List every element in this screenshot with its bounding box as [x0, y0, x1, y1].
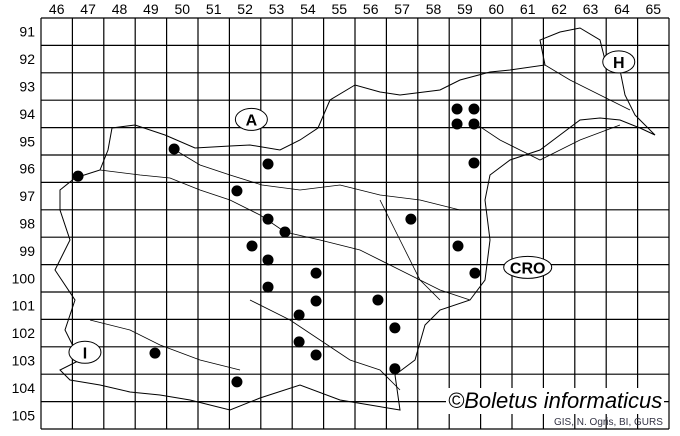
- occurrence-dot: [246, 240, 258, 252]
- column-label: 51: [206, 1, 222, 17]
- occurrence-dots: [72, 103, 481, 388]
- occurrence-dot: [231, 376, 243, 388]
- occurrence-dot: [262, 281, 274, 293]
- country-label: CRO: [510, 260, 546, 277]
- country-label: H: [613, 55, 625, 72]
- column-label: 47: [80, 1, 96, 17]
- row-label: 101: [12, 298, 36, 314]
- occurrence-dot: [168, 143, 180, 155]
- occurrence-dot: [231, 185, 243, 197]
- occurrence-dot: [310, 267, 322, 279]
- row-label: 96: [19, 161, 35, 177]
- column-label: 60: [489, 1, 505, 17]
- occurrence-dot: [262, 254, 274, 266]
- occurrence-dot: [405, 213, 417, 225]
- occurrence-dot: [468, 157, 480, 169]
- row-label: 94: [19, 106, 35, 122]
- column-label: 57: [394, 1, 410, 17]
- column-label: 53: [269, 1, 285, 17]
- occurrence-dot: [452, 240, 464, 252]
- column-label: 50: [175, 1, 191, 17]
- row-label: 97: [19, 188, 35, 204]
- country-label: A: [246, 112, 258, 129]
- row-label: 100: [12, 270, 36, 286]
- column-label: 54: [300, 1, 316, 17]
- row-label: 105: [12, 407, 36, 423]
- row-label: 93: [19, 79, 35, 95]
- row-label: 104: [12, 380, 36, 396]
- occurrence-dot: [310, 349, 322, 361]
- occurrence-dot: [262, 213, 274, 225]
- row-label: 95: [19, 133, 35, 149]
- occurrence-dot: [468, 118, 480, 130]
- column-label: 65: [646, 1, 662, 17]
- occurrence-dot: [389, 363, 401, 375]
- occurrence-dot: [149, 347, 161, 359]
- occurrence-dot: [469, 267, 481, 279]
- occurrence-dot: [293, 336, 305, 348]
- copyright-text: ©Boletus informaticus: [446, 388, 665, 414]
- grid-labels: 46 47 48 49 50 51 52 53 54 55 56 57 58 59 60 61 62 63 64 65…: [12, 1, 662, 423]
- rivers: [89, 64, 631, 391]
- column-label: 55: [332, 1, 348, 17]
- column-label: 62: [551, 1, 567, 17]
- occurrence-dot: [293, 309, 305, 321]
- occurrence-dot: [310, 295, 322, 307]
- column-label: 59: [457, 1, 473, 17]
- column-label: 48: [112, 1, 128, 17]
- occurrence-dot: [72, 170, 84, 182]
- row-label: 91: [19, 24, 35, 40]
- row-label: 92: [19, 51, 35, 67]
- country-label-ellipse: [503, 255, 553, 279]
- country-label-ellipse: [68, 340, 102, 364]
- country-label-ellipse: [234, 107, 268, 131]
- occurrence-dot: [262, 158, 274, 170]
- column-label: 61: [520, 1, 536, 17]
- country-border: [54, 27, 656, 411]
- column-label: 49: [143, 1, 159, 17]
- country-labels: A H CRO I: [68, 50, 636, 364]
- country-label: I: [83, 345, 87, 362]
- row-label: 99: [19, 243, 35, 259]
- row-label: 103: [12, 353, 36, 369]
- column-label: 58: [426, 1, 442, 17]
- column-label: 46: [49, 1, 65, 17]
- occurrence-dot: [451, 103, 463, 115]
- row-label: 98: [19, 216, 35, 232]
- column-label: 64: [614, 1, 630, 17]
- occurrence-dot: [389, 322, 401, 334]
- occurrence-dot: [451, 118, 463, 130]
- map-grid: [40, 17, 670, 430]
- credit-text: GIS, N. Ogris, BI, GURS: [554, 417, 663, 428]
- country-label-ellipse: [602, 50, 636, 74]
- row-label: 102: [12, 325, 36, 341]
- occurrence-dot: [279, 226, 291, 238]
- occurrence-dot: [372, 294, 384, 306]
- column-label: 63: [583, 1, 599, 17]
- column-label: 56: [363, 1, 379, 17]
- occurrence-dot: [468, 103, 480, 115]
- column-label: 52: [237, 1, 253, 17]
